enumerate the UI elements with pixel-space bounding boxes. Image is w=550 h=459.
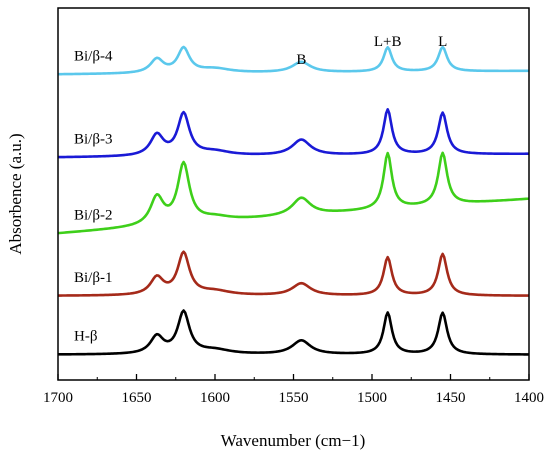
x-tick-label: 1600: [200, 390, 230, 406]
x-tick-label: 1550: [279, 390, 309, 406]
band-label: B: [296, 52, 306, 68]
x-tick-label: 1500: [357, 390, 387, 406]
series-labels: Bi/β-4 Bi/β-3 Bi/β-2 Bi/β-1 H-β: [74, 48, 113, 344]
x-axis-ticks: 1700 1650 1600 1550 1500 1450 1400: [43, 374, 544, 406]
y-axis-title: Absorbence (a.u.): [6, 133, 25, 254]
x-tick-label: 1700: [43, 390, 73, 406]
x-tick-label: 1450: [436, 390, 466, 406]
series-label: Bi/β-1: [74, 270, 112, 286]
x-tick-label: 1650: [122, 390, 152, 406]
series-line: [57, 45, 530, 76]
band-label: L+B: [374, 34, 402, 50]
series-label: Bi/β-4: [74, 48, 113, 64]
x-axis-title: Wavenumber (cm−1): [221, 431, 366, 450]
series-label: Bi/β-2: [74, 208, 112, 224]
plot-frame: [57, 7, 530, 381]
series-label: Bi/β-3: [74, 131, 112, 147]
series-line: [57, 151, 530, 235]
spectra-curves: [57, 45, 530, 356]
series-line: [57, 250, 530, 297]
series-line: [57, 309, 530, 356]
series-line: [57, 108, 529, 159]
band-label: L: [438, 34, 447, 50]
series-label: H-β: [74, 329, 97, 345]
band-labels: B L+B L: [296, 34, 447, 68]
x-tick-label: 1400: [514, 390, 544, 406]
